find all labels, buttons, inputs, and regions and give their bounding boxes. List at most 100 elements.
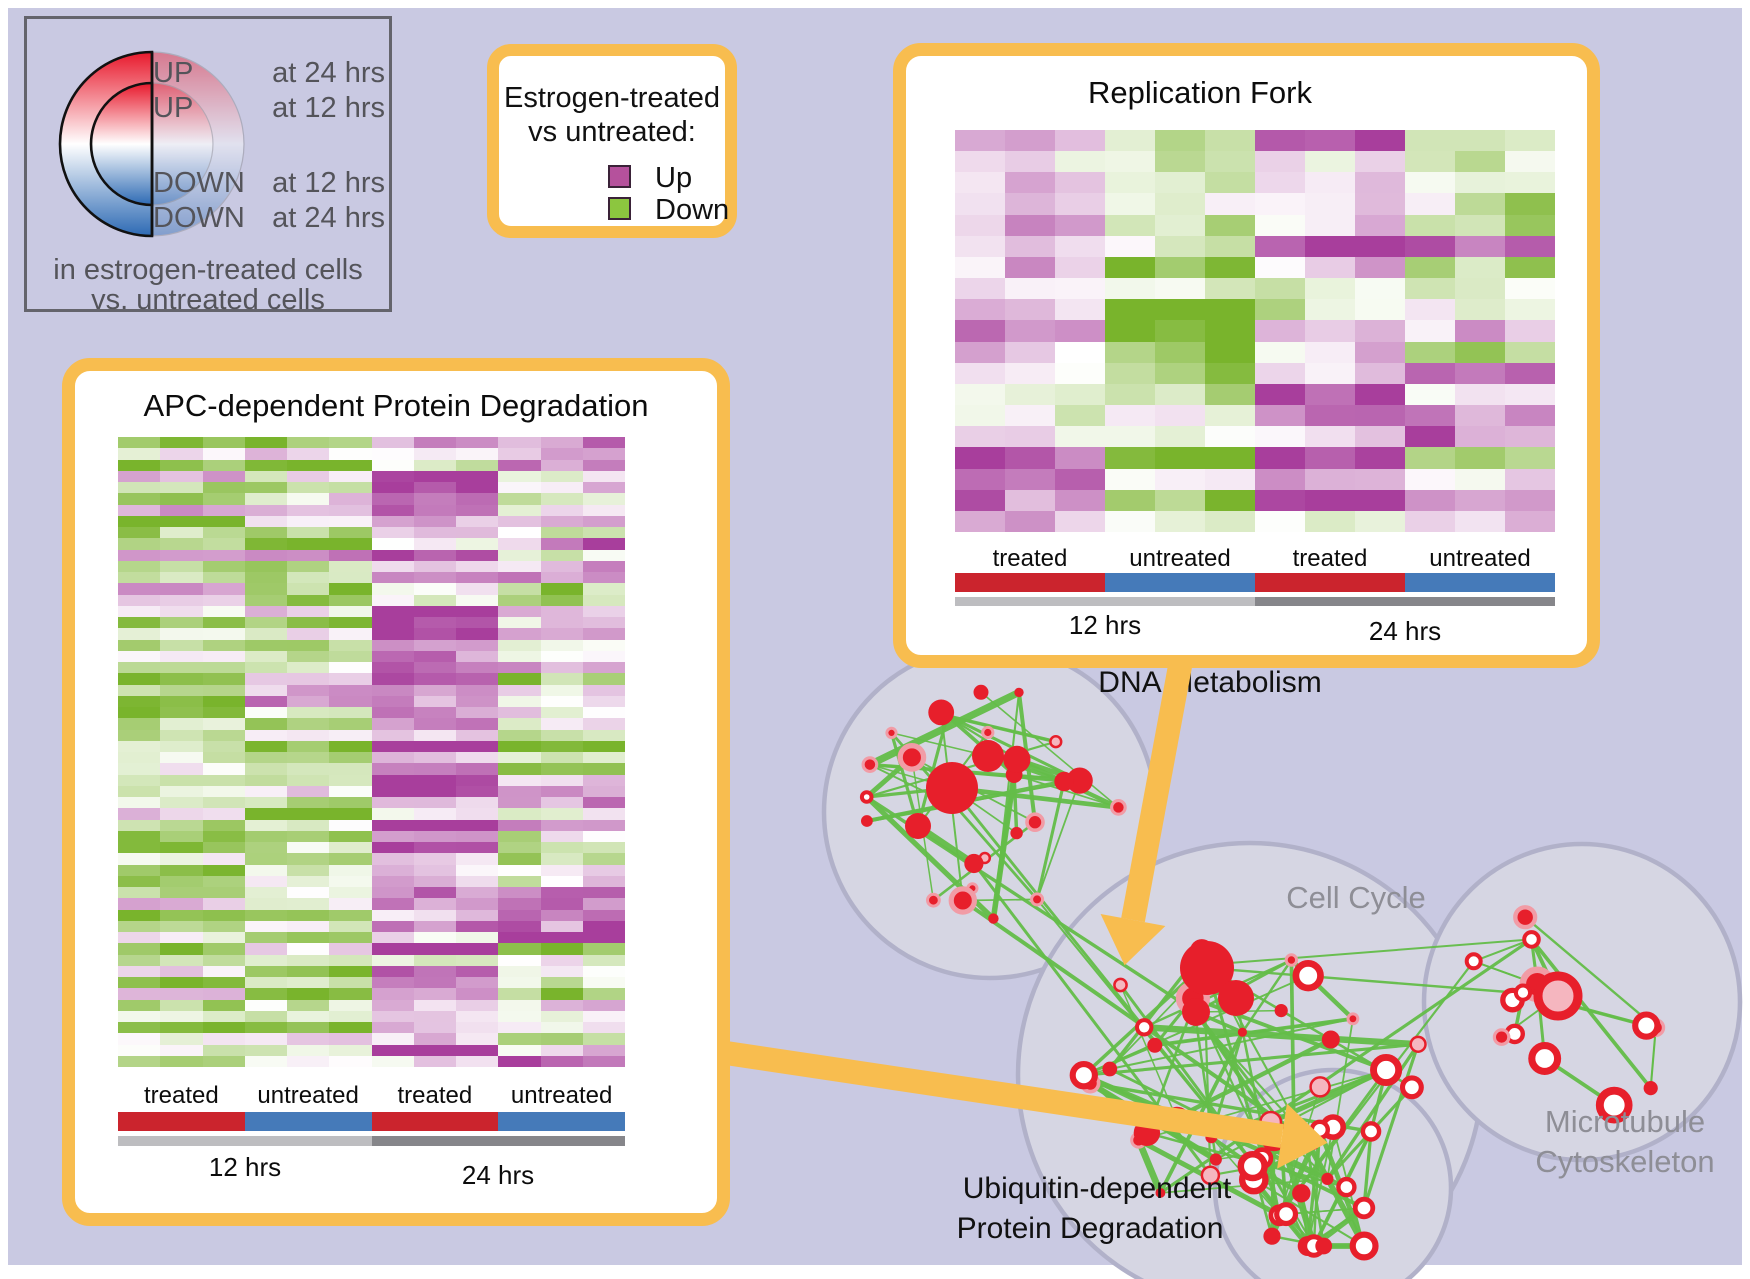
heatmap-cell (371, 628, 414, 640)
heatmap-cell (1105, 362, 1155, 384)
heatmap-cell (456, 572, 499, 584)
heatmap-cell (413, 493, 456, 505)
heatmap-cell (498, 1044, 541, 1056)
treated-bar-segment (118, 1112, 245, 1131)
network-node (973, 684, 989, 700)
heatmap-cell (160, 470, 203, 482)
heatmap-cell (1155, 362, 1205, 384)
heatmap-cell (371, 729, 414, 741)
heatmap-cell (1005, 341, 1055, 363)
heatmap-cell (413, 594, 456, 606)
heatmap-cell (244, 504, 287, 516)
heatmap-cell (160, 650, 203, 662)
heatmap-cell (160, 842, 203, 854)
heatmap-cell (540, 673, 583, 685)
time-label: at 24 hrs (272, 202, 385, 234)
heatmap-cell (498, 673, 541, 685)
heatmap-cell (540, 1055, 583, 1067)
heatmap-cell (244, 1010, 287, 1022)
rf-panel-title: Replication Fork (1088, 75, 1312, 110)
heatmap-cell (202, 920, 245, 932)
heatmap-cell (413, 774, 456, 786)
heatmap-cell (1005, 405, 1055, 427)
heatmap-cell (202, 965, 245, 977)
heatmap-cell (244, 875, 287, 887)
heatmap-cell (371, 470, 414, 482)
heatmap-cell (413, 628, 456, 640)
heatmap-cell (955, 489, 1005, 511)
heatmap-cell (1405, 489, 1455, 511)
heatmap-cell (413, 572, 456, 584)
heatmap-cell (498, 965, 541, 977)
heatmap-cell (329, 1055, 372, 1067)
heatmap-cell (1505, 256, 1555, 279)
heatmap-cell (160, 1055, 203, 1067)
heatmap-cell (540, 1033, 583, 1045)
heatmap-cell (1505, 426, 1555, 448)
heatmap-cell (1505, 383, 1555, 406)
updown-ring-legend: UP at 24 hrs UP at 12 hrs DOWN at 12 hrs… (24, 16, 392, 315)
apc-panel-title: APC-dependent Protein Degradation (143, 388, 649, 423)
network-nodes (859, 684, 1666, 1261)
heatmap-cell (1305, 172, 1355, 194)
heatmap-cell (1455, 341, 1505, 363)
heatmap-cell (1405, 362, 1455, 384)
heatmap-cell (498, 842, 541, 854)
heatmap-cell (287, 785, 330, 797)
heatmap-cell (287, 763, 330, 775)
untreated-bar-segment (1405, 573, 1555, 592)
heatmap-cell (202, 594, 245, 606)
heatmap-cell (371, 650, 414, 662)
heatmap-cell (1155, 489, 1205, 511)
inner-ring-right-half (151, 82, 214, 206)
heatmap-cell (1205, 341, 1255, 363)
network-node (1513, 905, 1538, 930)
heatmap-cell (498, 932, 541, 944)
heatmap-cell (118, 752, 161, 764)
up-swatch-label: Up (655, 162, 693, 194)
heatmap-cell (955, 468, 1005, 490)
heatmap-cell (1255, 320, 1305, 342)
heatmap-cell (160, 763, 203, 775)
heatmap-cell (1505, 362, 1555, 384)
heatmap-cell (244, 965, 287, 977)
network-node (861, 815, 873, 827)
network-edge (1649, 1027, 1657, 1089)
heatmap-cell (202, 932, 245, 944)
heatmap-cell (413, 718, 456, 730)
heatmap-cell (1355, 256, 1405, 279)
heatmap-cell (540, 853, 583, 865)
heatmap-cell (287, 605, 330, 617)
network-node (1346, 1012, 1360, 1026)
heatmap-cell (540, 785, 583, 797)
heatmap-cell (371, 830, 414, 842)
heatmap-cell (498, 763, 541, 775)
heatmap-cell (329, 673, 372, 685)
12hr-bar-segment (118, 1136, 372, 1146)
network-node (1370, 1053, 1403, 1087)
heatmap-cell (287, 448, 330, 460)
heatmap-cell (118, 830, 161, 842)
cluster-labels: DNA Metabolism Cell Cycle Microtubule Cytos… (957, 666, 1715, 1245)
heatmap-cell (1155, 235, 1205, 257)
heatmap-cell (118, 920, 161, 932)
heatmap-cell (582, 628, 625, 640)
heatmap-cell (540, 718, 583, 730)
heatmap-cell (1505, 468, 1555, 490)
heatmap-cell (413, 459, 456, 471)
network-edge (1206, 966, 1559, 998)
heatmap-cell (329, 549, 372, 561)
heatmap-cell (1205, 256, 1255, 279)
heatmap-cell (1105, 489, 1155, 511)
heatmap-cell (244, 560, 287, 572)
network-node (1066, 767, 1093, 794)
heatmap-cell (371, 808, 414, 820)
heatmap-cell (582, 943, 625, 955)
heatmap-cell (118, 819, 161, 831)
heatmap-cell (371, 448, 414, 460)
heatmap-cell (456, 459, 499, 471)
12hr-bar-segment (955, 597, 1255, 606)
heatmap-cell (540, 920, 583, 932)
heatmap-cell (456, 763, 499, 775)
heatmap-cell (1055, 405, 1105, 427)
